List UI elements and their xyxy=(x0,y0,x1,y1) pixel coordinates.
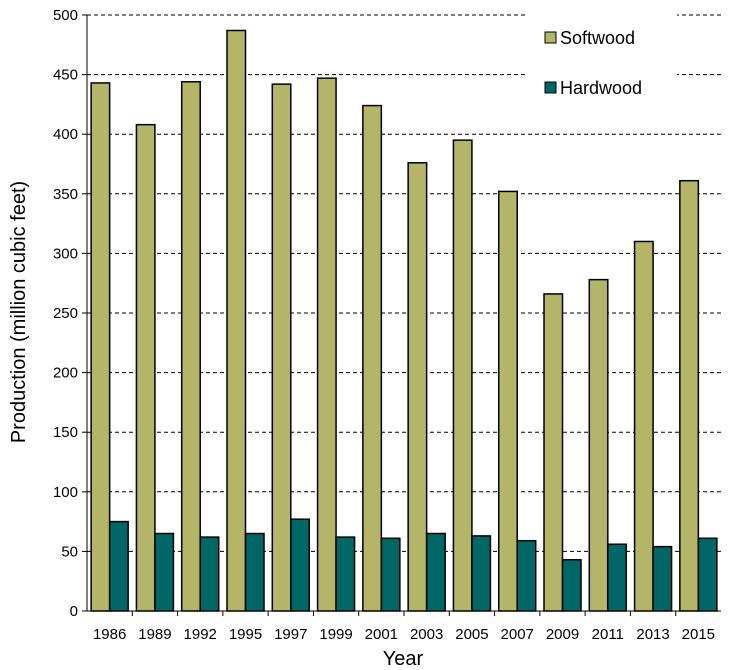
x-tick-label: 1995 xyxy=(229,626,262,643)
bar-softwood-1999 xyxy=(318,78,337,611)
y-tick-label: 300 xyxy=(53,245,78,262)
y-tick-label: 200 xyxy=(53,365,78,382)
bar-softwood-2015 xyxy=(680,181,699,611)
y-tick-labels: 0 50 100 150 200 250 300 350 400 450 500 xyxy=(53,7,87,620)
bar-hardwood-1997 xyxy=(291,519,310,611)
x-tick-label: 2013 xyxy=(636,626,669,643)
x-tick-label: 2003 xyxy=(410,626,443,643)
bar-softwood-1986 xyxy=(91,83,110,611)
bar-hardwood-2005 xyxy=(472,536,491,611)
bar-hardwood-1989 xyxy=(155,534,174,611)
y-tick-label: 450 xyxy=(53,67,78,84)
bar-softwood-2011 xyxy=(589,280,608,611)
x-tick-label: 2011 xyxy=(592,626,624,643)
bar-softwood-2009 xyxy=(544,294,563,611)
legend-label-hardwood: Hardwood xyxy=(560,78,642,98)
bar-hardwood-1999 xyxy=(336,537,355,611)
y-tick-label: 150 xyxy=(53,424,78,441)
bar-softwood-1989 xyxy=(136,125,155,611)
bar-hardwood-1992 xyxy=(200,537,219,611)
x-tick-label: 2015 xyxy=(682,626,715,643)
y-tick-label: 350 xyxy=(53,186,78,203)
x-tick-label: 1997 xyxy=(274,626,307,643)
y-tick-label: 100 xyxy=(53,484,78,501)
y-axis-title: Production (million cubic feet) xyxy=(8,181,30,443)
y-tick-label: 250 xyxy=(53,305,78,322)
x-tick-label: 2009 xyxy=(546,626,579,643)
x-tick-label: 2005 xyxy=(455,626,488,643)
x-tick-labels: 1986 1989 1992 1995 1997 1999 2001 2003 2005 2007… xyxy=(93,611,715,643)
bar-softwood-2013 xyxy=(635,241,654,611)
y-tick-label: 50 xyxy=(61,543,78,560)
x-tick-label: 1986 xyxy=(93,626,126,643)
x-tick-label: 1999 xyxy=(319,626,352,643)
bar-hardwood-2003 xyxy=(427,534,446,611)
bar-hardwood-2001 xyxy=(381,538,400,611)
bar-hardwood-2013 xyxy=(653,547,672,611)
x-tick-label: 2001 xyxy=(365,626,398,643)
bar-softwood-2003 xyxy=(408,163,427,611)
x-tick-label: 2007 xyxy=(501,626,534,643)
bars xyxy=(91,30,717,611)
bar-softwood-1995 xyxy=(227,30,246,611)
legend: Softwood Hardwood xyxy=(527,8,677,103)
bar-softwood-2007 xyxy=(499,191,518,611)
legend-swatch-hardwood xyxy=(545,82,556,93)
bar-softwood-1997 xyxy=(272,84,291,611)
legend-swatch-softwood xyxy=(545,32,556,43)
bar-hardwood-2009 xyxy=(563,560,582,611)
legend-label-softwood: Softwood xyxy=(560,28,635,48)
bar-softwood-2005 xyxy=(453,140,472,611)
bar-softwood-1992 xyxy=(182,82,201,611)
y-tick-label: 0 xyxy=(70,603,78,620)
bar-hardwood-2007 xyxy=(517,541,536,611)
bar-hardwood-2015 xyxy=(698,538,717,611)
bar-hardwood-2011 xyxy=(608,544,627,611)
bar-hardwood-1995 xyxy=(246,534,265,611)
x-tick-label: 1989 xyxy=(138,626,171,643)
bar-softwood-2001 xyxy=(363,106,382,611)
x-tick-label: 1992 xyxy=(184,626,217,643)
y-tick-label: 500 xyxy=(53,7,78,24)
bar-hardwood-1986 xyxy=(110,522,128,611)
y-tick-label: 400 xyxy=(53,126,78,143)
x-axis-title: Year xyxy=(383,648,424,670)
